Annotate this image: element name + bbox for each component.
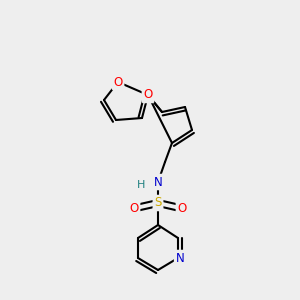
Text: O: O: [177, 202, 187, 214]
Text: O: O: [129, 202, 139, 214]
Text: N: N: [176, 251, 184, 265]
Text: N: N: [154, 176, 162, 188]
Text: H: H: [137, 180, 145, 190]
Text: O: O: [143, 88, 153, 101]
Text: S: S: [154, 196, 162, 209]
Text: O: O: [113, 76, 123, 88]
